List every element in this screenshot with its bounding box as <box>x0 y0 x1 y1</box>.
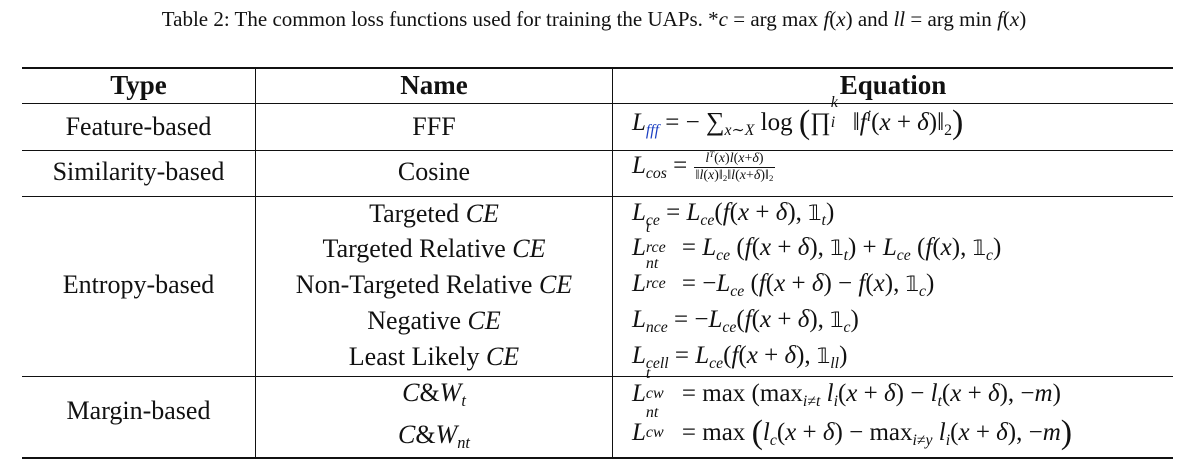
bottom-rule <box>22 457 1173 459</box>
name-cosine: Cosine <box>256 157 612 187</box>
name-targeted-relative-ce: Targeted Relative CE <box>322 234 546 263</box>
type-feature-based: Feature-based <box>65 112 212 141</box>
table-caption: Table 2: The common loss functions used … <box>161 7 1027 31</box>
row-rule-2 <box>22 196 1173 197</box>
header-equation: Equation <box>839 70 947 100</box>
header-name: Name <box>400 70 468 100</box>
row-rule-1 <box>22 150 1173 151</box>
name-targeted-ce: Targeted CE <box>369 199 499 228</box>
name-negative-ce: Negative CE <box>367 306 501 335</box>
row-rule-3 <box>22 376 1173 377</box>
equation-targeted-ce: Lce = Lce(f(x + δ), 𝟙t) <box>632 199 835 229</box>
top-rule <box>22 67 1173 69</box>
equation-fff: Lfff = − ∑x∼X log (∏ k i ‖fi(x + δ)‖2) <box>632 94 964 141</box>
name-non-targeted-relative-ce: Non-Targeted Relative CE <box>295 270 573 299</box>
type-entropy-based: Entropy-based <box>62 270 215 299</box>
name-fff: FFF <box>256 112 612 142</box>
type-similarity-based: Similarity-based <box>52 157 225 186</box>
header-type: Type <box>110 70 167 100</box>
equation-negative-ce: Lnce = −Lce(f(x + δ), 𝟙c) <box>632 306 859 336</box>
name-cw-nt: C&Wnt <box>398 420 470 452</box>
name-cw-t: C&Wt <box>402 378 466 410</box>
type-margin-based: Margin-based <box>66 396 211 425</box>
column-divider-1 <box>255 69 256 458</box>
header-rule <box>22 103 1173 104</box>
name-least-likely-ce: Least Likely CE <box>348 342 520 371</box>
column-divider-2 <box>612 69 613 458</box>
equation-least-likely-ce: Lcell = Lce(f(x + δ), 𝟙ll) <box>632 342 848 372</box>
name-fff-label: FFF <box>412 112 456 141</box>
name-cosine-label: Cosine <box>397 157 471 186</box>
equation-cosine: Lcos = lT(x)l(x+δ) ‖l(x)‖2‖l(x+δ)‖2 <box>632 149 776 183</box>
